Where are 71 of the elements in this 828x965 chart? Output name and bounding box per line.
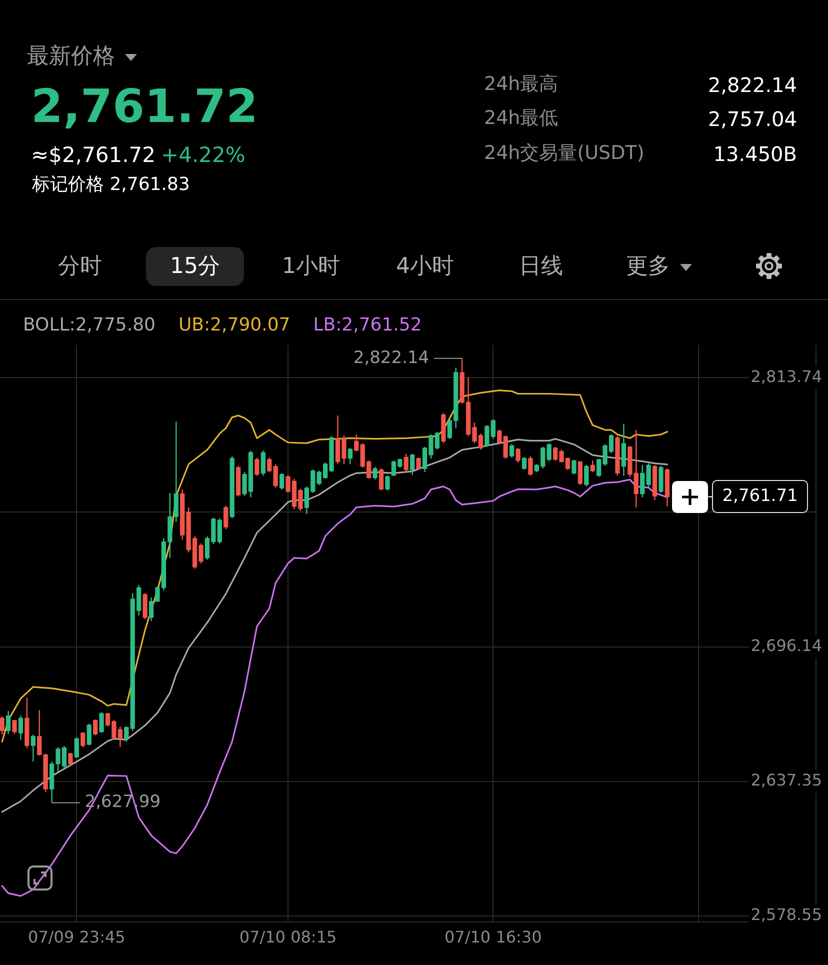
candlestick — [509, 444, 514, 458]
text: 2,757.04 — [708, 107, 797, 131]
text: 标记价格 2,761.83 — [32, 174, 190, 196]
candlestick — [372, 466, 378, 480]
text: UB:2,790.07 — [178, 314, 290, 336]
y-tick-label: 2,813.74 — [750, 366, 822, 386]
candlestick — [522, 456, 527, 470]
candlestick — [0, 716, 4, 736]
text: 13.450B — [713, 142, 797, 166]
x-tick-label: 07/09 23:45 — [28, 928, 126, 947]
text: +4.22% — [161, 143, 246, 168]
text: 更多 — [626, 254, 670, 280]
text: BOLL:2,775.80 — [23, 314, 156, 336]
chart-title: 最新价格 — [27, 44, 115, 70]
candlestick — [267, 457, 272, 473]
text: 24h最低 — [484, 107, 558, 130]
text: 2,822.14 — [708, 73, 797, 97]
candlestick — [224, 505, 228, 530]
text: 分时 — [58, 254, 102, 280]
text: 1小时 — [282, 254, 340, 280]
candlestick — [124, 726, 129, 742]
candlestick — [86, 723, 92, 746]
text: 2,761.72 — [31, 79, 258, 133]
candlestick — [6, 710, 11, 734]
candlestick — [385, 475, 390, 491]
text: LB:2,761.52 — [313, 314, 422, 336]
candlestick — [578, 460, 583, 486]
candlestick — [528, 456, 533, 476]
y-tick-label: 2,578.55 — [750, 905, 822, 924]
candlestick — [74, 736, 79, 759]
text: 日线 — [519, 254, 563, 280]
candlestick — [503, 434, 508, 460]
candlestick — [410, 453, 415, 476]
candlestick — [279, 472, 284, 490]
candlestick — [416, 457, 421, 470]
candlestick — [378, 468, 384, 491]
candlestick — [30, 734, 36, 762]
candlestick — [546, 442, 552, 462]
text: 24h最高 — [484, 73, 558, 96]
candlestick — [99, 712, 104, 734]
y-tick-label: 2,696.14 — [750, 636, 822, 655]
candlestick — [497, 429, 502, 444]
candlestick — [348, 447, 353, 465]
candlestick — [174, 421, 178, 523]
annotation: 2,761.71 — [722, 485, 798, 508]
y-tick-label: 2,637.35 — [750, 770, 822, 790]
candlestick — [273, 464, 278, 488]
x-tick-label: 07/10 16:30 — [444, 928, 542, 947]
candlestick — [621, 423, 626, 476]
text: ≈$2,761.72 — [31, 143, 156, 168]
candlestick — [584, 464, 589, 488]
candlestick — [354, 434, 359, 452]
selected-tab: 15分 — [146, 247, 244, 286]
x-tick-label: 07/10 08:15 — [239, 928, 337, 947]
candlestick — [254, 457, 260, 476]
candlestick — [572, 459, 576, 475]
candlestick — [37, 709, 42, 756]
candlestick — [92, 718, 98, 736]
candlestick — [80, 731, 86, 748]
candlestick — [404, 453, 408, 473]
text: 4小时 — [396, 254, 454, 280]
candlestick — [516, 447, 520, 464]
candlestick — [142, 592, 148, 620]
candlestick — [68, 752, 73, 766]
text: 24h交易量(USDT) — [484, 142, 644, 165]
candlestick — [12, 720, 17, 734]
annotation: 2,822.14 — [353, 348, 430, 368]
price-tag: 2,761.71 — [712, 480, 808, 514]
candlestick — [590, 460, 595, 473]
candlestick — [260, 450, 266, 476]
candlestick — [18, 715, 24, 740]
